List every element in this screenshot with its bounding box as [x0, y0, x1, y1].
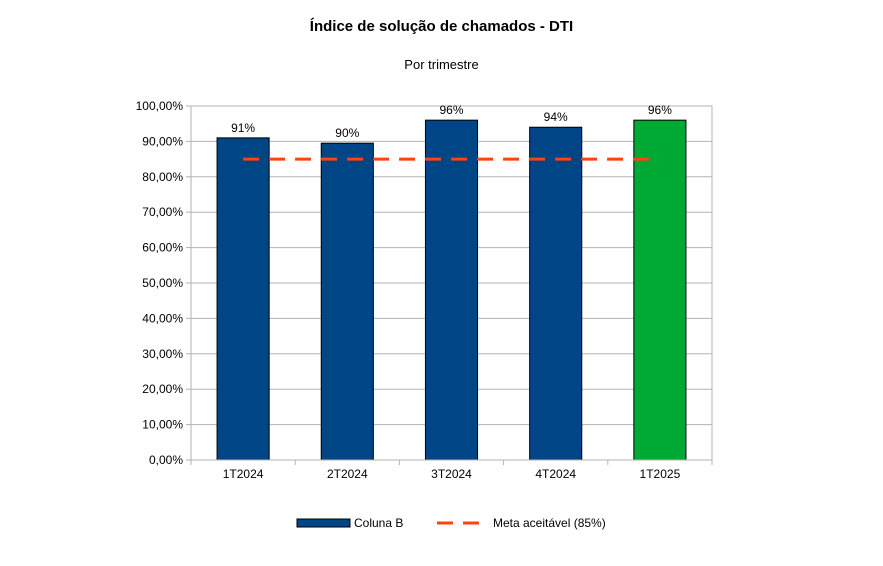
data-label: 96% — [439, 103, 463, 117]
plot-frame — [190, 105, 713, 461]
y-tick-label: 60,00% — [142, 241, 183, 255]
y-tick-label: 100,00% — [136, 99, 184, 113]
data-label: 94% — [544, 110, 568, 124]
legend-swatch-coluna-b — [296, 518, 351, 528]
y-tick-label: 70,00% — [142, 205, 183, 219]
x-tick-label: 3T2024 — [431, 467, 472, 481]
y-tick-label: 10,00% — [142, 418, 183, 432]
x-tick-labels: 1T2024 2T2024 3T2024 4T2024 1T2025 — [223, 467, 681, 481]
bar — [424, 119, 479, 461]
bar — [216, 137, 270, 461]
y-tick-label: 80,00% — [142, 170, 183, 184]
x-tick-label: 2T2024 — [327, 467, 368, 481]
data-label: 90% — [335, 126, 359, 140]
y-tick-label: 90,00% — [142, 134, 183, 148]
legend-label-meta: Meta aceitável (85%) — [493, 516, 606, 530]
chart-title: Índice de solução de chamados - DTI — [309, 18, 574, 35]
bar — [633, 119, 687, 461]
x-tick-label: 4T2024 — [535, 467, 576, 481]
chart-subtitle: Por trimestre — [404, 57, 479, 72]
legend-label-coluna-b: Coluna B — [354, 516, 403, 530]
axes — [186, 105, 713, 465]
data-labels: 91% 90% 96% 94% 96% — [231, 103, 672, 140]
legend: Coluna B Meta aceitável (85%) — [296, 516, 606, 530]
y-tick-label: 50,00% — [142, 276, 183, 290]
y-tick-label: 0,00% — [149, 453, 183, 467]
y-tick-label: 30,00% — [142, 347, 183, 361]
y-tick-label: 20,00% — [142, 382, 183, 396]
y-tick-labels: 0,00% 10,00% 20,00% 30,00% 40,00% 50,00% 60,00… — [136, 99, 184, 467]
y-tick-label: 40,00% — [142, 311, 183, 325]
x-tick-label: 1T2024 — [223, 467, 264, 481]
bar — [529, 126, 583, 461]
bar-series — [216, 119, 687, 461]
x-tick-label: 1T2025 — [640, 467, 681, 481]
data-label: 91% — [231, 121, 255, 135]
bar — [320, 142, 374, 461]
data-label: 96% — [648, 103, 672, 117]
